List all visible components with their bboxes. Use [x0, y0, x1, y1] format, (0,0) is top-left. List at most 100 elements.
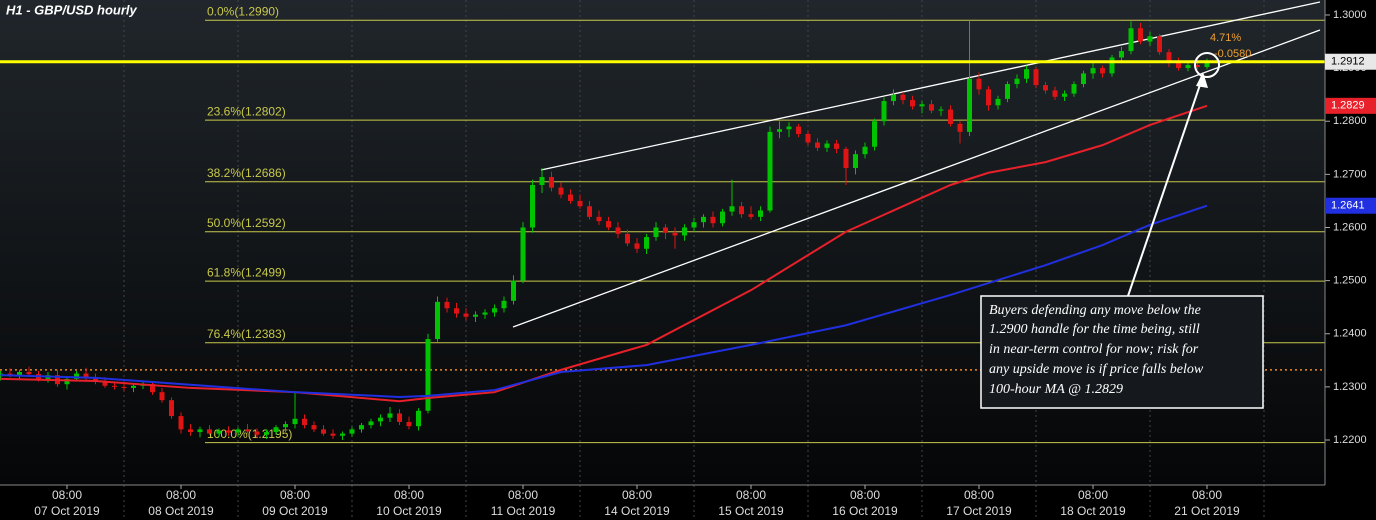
x-tick-label: 08:00	[736, 488, 766, 502]
candle-body	[74, 373, 79, 379]
candle-body	[444, 301, 450, 309]
candle-body	[397, 413, 402, 422]
x-tick-label: 08:00	[850, 488, 880, 502]
candle-body	[710, 216, 716, 224]
candle-body	[131, 385, 136, 388]
annotation-line: any upside move is if price falls below	[989, 362, 1204, 377]
candle-body	[919, 104, 925, 107]
x-tick-date: 18 Oct 2019	[1060, 504, 1126, 518]
y-tick-label: 1.3000	[1333, 9, 1367, 21]
fib-label: 100.0%(1.2195)	[207, 427, 292, 441]
candle-body	[359, 425, 364, 430]
candle-body	[1195, 64, 1200, 68]
candle-body	[1081, 73, 1086, 85]
x-tick-date: 16 Oct 2019	[832, 504, 898, 518]
candle-body	[1100, 68, 1105, 74]
measure-label: 4.71%	[1210, 32, 1241, 44]
channel	[512, 1, 1321, 328]
x-tick-label: 08:00	[1192, 488, 1222, 502]
candle-body	[1052, 90, 1058, 97]
candle-body	[843, 148, 849, 168]
candle-body	[283, 424, 288, 428]
candle-body	[197, 429, 203, 433]
candle-body	[1204, 61, 1210, 68]
candle-body	[112, 385, 117, 387]
candle-body	[634, 243, 640, 249]
annotation-line: 1.2900 handle for the time being, still	[989, 322, 1200, 337]
candle-body	[264, 432, 269, 435]
candle-body	[663, 227, 668, 233]
x-tick-label: 08:00	[508, 488, 538, 502]
ma-price-box	[1325, 97, 1376, 114]
candle-body	[701, 216, 706, 223]
candle-body	[805, 133, 811, 143]
candle-body	[995, 98, 1001, 106]
candle-body	[26, 371, 32, 375]
candle-body	[368, 421, 374, 426]
fib-label: 61.8%(1.2499)	[207, 265, 286, 279]
candle-body	[682, 227, 687, 236]
arrow-head	[1196, 72, 1208, 88]
candle-body	[273, 427, 279, 433]
candle-body	[986, 89, 991, 106]
candle-body	[596, 216, 602, 222]
candle-body	[292, 418, 298, 425]
highlight-circle	[1194, 52, 1220, 78]
candle-body	[815, 142, 820, 148]
candle-body	[862, 146, 868, 155]
candle-body	[824, 143, 830, 148]
candle-body	[1043, 85, 1048, 91]
x-tick-label: 08:00	[622, 488, 652, 502]
candle-body	[938, 109, 944, 111]
fib-label: 50.0%(1.2592)	[207, 216, 286, 230]
candle-body	[606, 221, 611, 228]
candle-body	[625, 233, 630, 244]
y-tick-label: 1.2800	[1333, 115, 1367, 127]
candle-body	[881, 101, 887, 122]
x-tick-label: 08:00	[964, 488, 994, 502]
candle-body	[587, 206, 592, 217]
candle-body	[1147, 36, 1153, 42]
x-tick-date: 11 Oct 2019	[491, 504, 556, 518]
candle-body	[691, 222, 697, 228]
candle-body	[786, 126, 792, 130]
candle-body	[387, 413, 393, 418]
candle-body	[644, 237, 649, 249]
candle-body	[473, 314, 478, 317]
candle-body	[653, 227, 659, 238]
x-tick-date: 10 Oct 2019	[376, 504, 442, 518]
x-tick-label: 08:00	[280, 488, 310, 502]
candle-body	[891, 94, 896, 102]
candle-body	[910, 99, 915, 107]
candle-body	[159, 392, 165, 401]
candle-body	[463, 313, 469, 317]
candle-body	[492, 308, 497, 313]
candle-body	[416, 410, 421, 427]
candle-body	[245, 429, 250, 432]
candle-body	[929, 104, 934, 111]
candle-body	[1024, 69, 1029, 79]
y-tick-label: 1.2700	[1333, 168, 1367, 180]
candle-body	[729, 206, 735, 212]
candle-body	[577, 200, 583, 207]
x-tick-label: 08:00	[394, 488, 424, 502]
candle-body	[1166, 52, 1172, 63]
candle-body	[1138, 28, 1143, 42]
x-axis-panel	[0, 485, 1325, 520]
candle-body	[226, 430, 231, 433]
x-tick-label: 08:00	[166, 488, 196, 502]
chart-title: H1 - GBP/USD hourly	[6, 2, 138, 17]
candle-body	[549, 177, 554, 188]
candle-body	[853, 154, 858, 168]
candle-body	[1185, 64, 1191, 69]
annotation-box	[980, 295, 1264, 409]
candle-body	[321, 429, 326, 434]
candle-body	[511, 280, 516, 301]
candle-body	[767, 131, 773, 211]
x-tick-date: 09 Oct 2019	[262, 504, 328, 518]
candle-body	[7, 373, 13, 376]
y-tick-label: 1.2300	[1333, 381, 1367, 393]
candle-body	[1128, 28, 1134, 52]
candle-body	[1157, 36, 1162, 53]
